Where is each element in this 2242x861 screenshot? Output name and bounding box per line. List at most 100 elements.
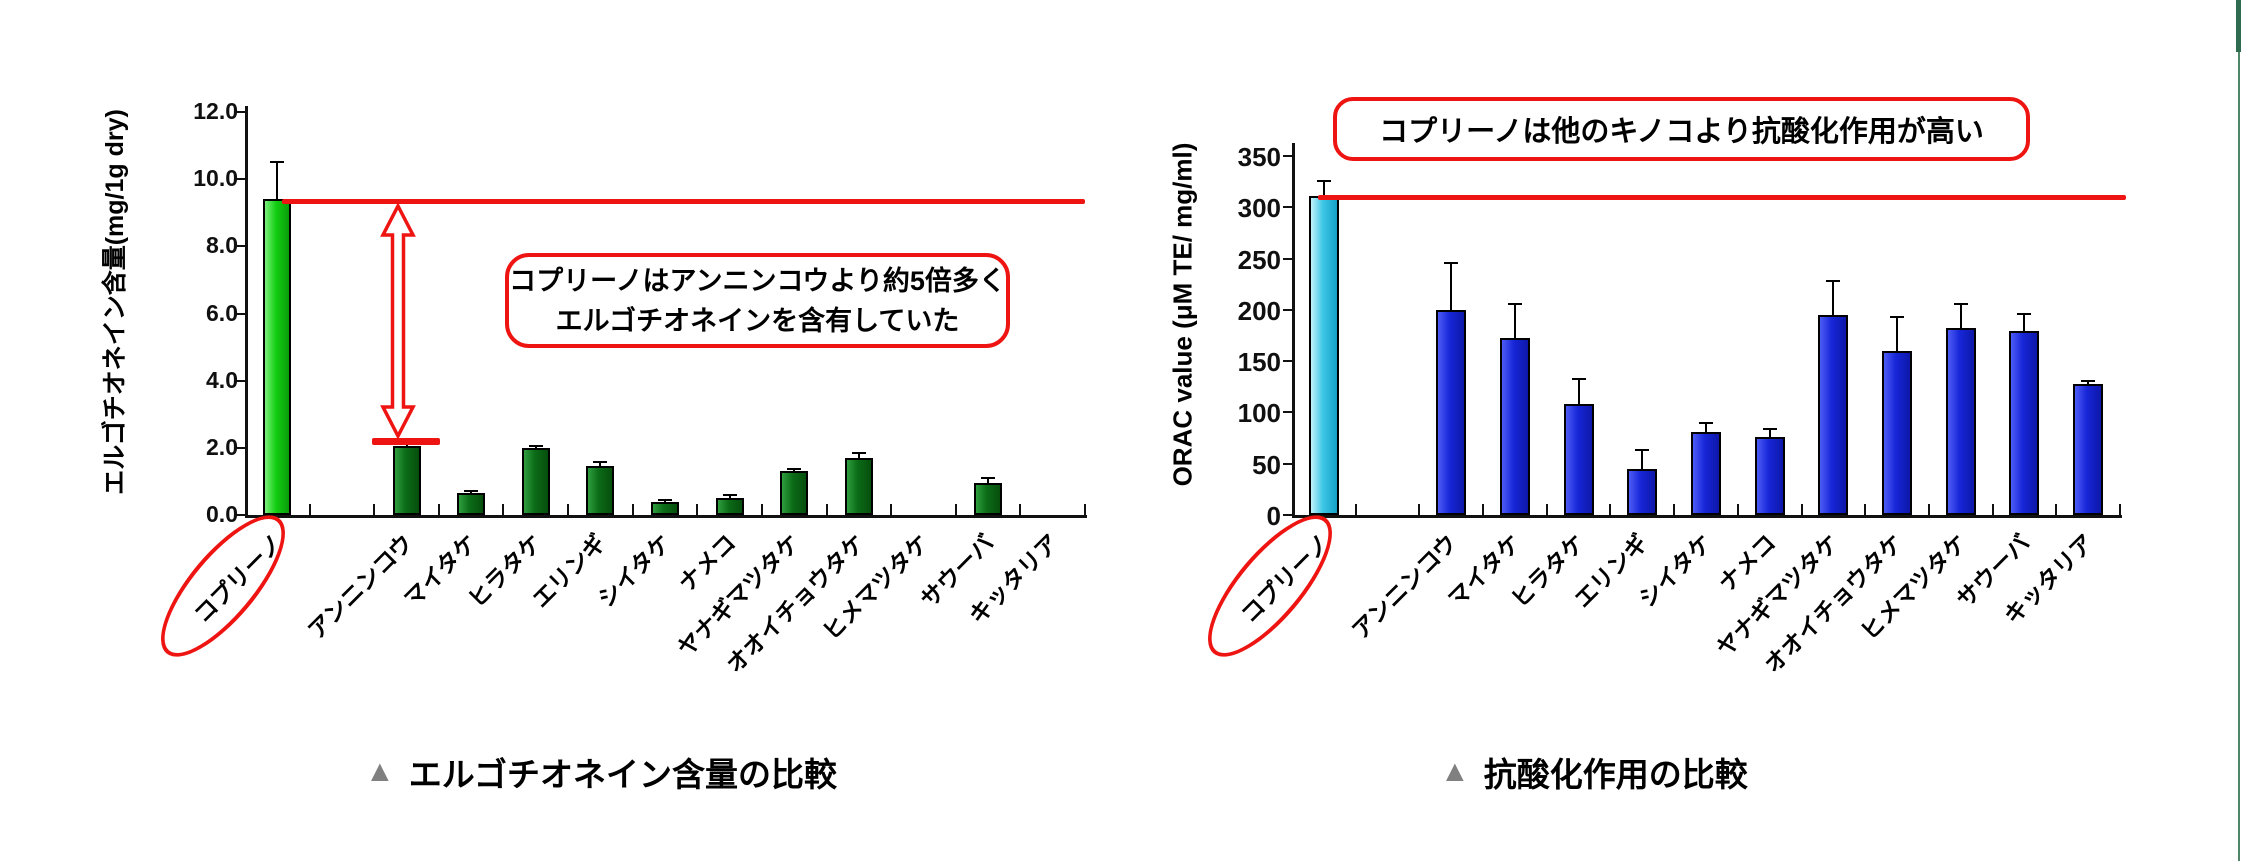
right-chart-caption: ▲ 抗酸化作用の比較 — [1440, 748, 1748, 796]
bar-4 — [1627, 468, 1658, 515]
bar-4 — [586, 466, 615, 515]
error-cap-5 — [1699, 421, 1713, 424]
error-bar-5 — [1705, 422, 1707, 432]
left-y-axis-label: エルゴチオネイン含量(mg/1g dry) — [101, 109, 129, 495]
error-bar-2 — [1513, 303, 1516, 338]
error-cap-9 — [1953, 302, 1968, 305]
y-tick — [236, 379, 245, 382]
right-edge-border-thin — [2238, 52, 2240, 861]
y-tick — [1283, 514, 1292, 516]
y-tick-label: 0 — [1266, 501, 1281, 531]
error-cap-2 — [1507, 302, 1522, 305]
reference-line — [1318, 195, 2126, 201]
error-bar-11 — [2087, 380, 2090, 384]
left-annotation-line2: エルゴチオネインを含有していた — [555, 305, 960, 336]
error-bar-0 — [1322, 180, 1325, 196]
error-bar-10 — [2023, 313, 2026, 332]
y-tick — [236, 245, 245, 248]
y-axis-line — [245, 106, 248, 517]
y-tick-label: 250 — [1237, 244, 1281, 275]
y-tick-label: 100 — [1237, 398, 1281, 429]
x-tick — [2055, 504, 2058, 515]
red-double-arrow — [380, 204, 416, 438]
x-tick — [308, 504, 311, 515]
y-tick — [236, 446, 245, 449]
error-bar-7 — [793, 468, 796, 472]
caption-triangle-icon: ▲ — [1440, 755, 1470, 788]
right-annotation-line1: コプリーノは他のキノコより抗酸化作用が高い — [1379, 116, 1984, 148]
x-tick — [2119, 504, 2121, 515]
error-bar-1 — [1450, 262, 1453, 310]
error-cap-1 — [1444, 261, 1459, 264]
error-cap-0 — [1316, 179, 1331, 182]
x-tick — [373, 504, 376, 515]
error-cap-10 — [981, 477, 996, 480]
x-tick — [1673, 504, 1676, 515]
error-bar-5 — [664, 499, 666, 502]
x-tick — [1800, 504, 1803, 515]
y-tick-label: 8.0 — [206, 232, 238, 259]
x-tick — [1019, 504, 1022, 515]
bar-7 — [780, 471, 809, 515]
error-bar-8 — [857, 452, 860, 458]
caption-triangle-icon: ▲ — [365, 755, 395, 788]
x-tick — [1736, 504, 1739, 515]
error-cap-11 — [2081, 379, 2096, 382]
x-axis-line — [1292, 515, 2122, 518]
y-tick — [236, 312, 245, 315]
x-tick — [567, 504, 570, 515]
x-tick — [1609, 504, 1612, 515]
x-tick — [1084, 504, 1086, 515]
x-tick — [502, 504, 505, 515]
error-cap-6 — [1762, 427, 1777, 430]
compare-line — [372, 438, 440, 445]
error-bar-3 — [1577, 378, 1580, 405]
y-tick — [236, 514, 245, 516]
x-tick — [1482, 504, 1485, 515]
left-chart-caption: ▲ エルゴチオネイン含量の比較 — [365, 748, 837, 796]
y-tick-label: 6.0 — [206, 299, 238, 326]
bar-10 — [974, 483, 1003, 515]
bar-9 — [1945, 328, 1976, 515]
bar-1 — [1436, 309, 1467, 515]
y-tick-label: 200 — [1237, 295, 1281, 326]
bar-6 — [715, 498, 744, 515]
x-tick — [1545, 504, 1548, 515]
right-caption-text: 抗酸化作用の比較 — [1483, 756, 1748, 793]
x-tick — [1927, 504, 1930, 515]
right-y-axis-label: ORAC value (μM TE/ mg/ml) — [1167, 142, 1198, 487]
y-tick-label: 12.0 — [193, 98, 238, 125]
x-tick — [890, 504, 893, 515]
error-cap-0 — [270, 161, 285, 164]
y-tick — [1283, 155, 1292, 157]
bar-3 — [1563, 404, 1594, 515]
error-cap-3 — [528, 445, 543, 448]
error-bar-4 — [599, 462, 602, 467]
x-tick — [437, 504, 440, 515]
error-cap-2 — [464, 490, 479, 493]
y-tick-label: 10.0 — [193, 165, 238, 192]
y-tick-label: 0.0 — [206, 501, 238, 527]
error-cap-4 — [593, 461, 608, 464]
error-cap-5 — [658, 498, 672, 501]
error-bar-7 — [1832, 281, 1835, 315]
error-bar-6 — [1768, 428, 1771, 438]
y-tick — [1283, 257, 1292, 260]
y-tick — [1283, 206, 1292, 209]
bar-3 — [521, 447, 550, 515]
error-cap-7 — [787, 467, 802, 470]
error-bar-10 — [987, 478, 990, 484]
error-cap-4 — [1635, 449, 1650, 452]
error-cap-7 — [1826, 280, 1841, 283]
x-tick — [1418, 504, 1421, 515]
error-bar-9 — [1959, 303, 1962, 329]
bar-0 — [263, 199, 292, 515]
left-annotation-line1: コプリーノはアンニンコウより約5倍多く — [509, 265, 1006, 296]
y-tick-label: 50 — [1252, 449, 1281, 480]
error-cap-8 — [1890, 316, 1905, 319]
error-cap-3 — [1571, 377, 1586, 380]
bar-11 — [2073, 383, 2104, 515]
y-tick — [1283, 308, 1292, 311]
error-cap-10 — [2017, 312, 2032, 315]
x-tick — [631, 504, 634, 515]
